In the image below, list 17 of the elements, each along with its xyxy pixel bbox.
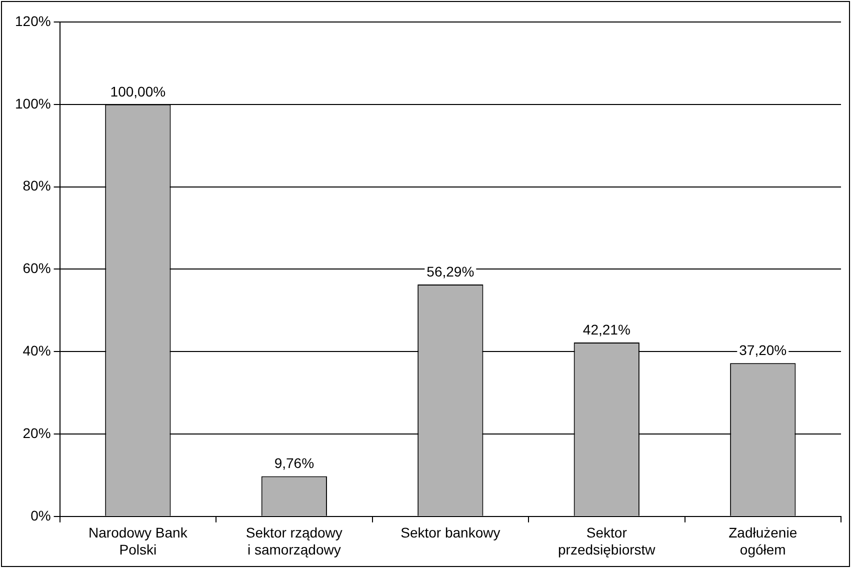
x-tick-label: Zadłużenie ogółem bbox=[728, 524, 798, 558]
x-tick-label: Narodowy Bank Polski bbox=[88, 524, 188, 558]
y-tick-label: 100% bbox=[14, 95, 51, 112]
y-tick-label: 0% bbox=[30, 507, 51, 524]
data-label: 42,21% bbox=[582, 321, 630, 338]
y-tick-label: 80% bbox=[22, 178, 51, 194]
y-tick-label: 20% bbox=[22, 424, 51, 441]
y-tick-label: 40% bbox=[22, 342, 51, 358]
data-label: 56,29% bbox=[426, 263, 474, 280]
y-tick-label: 120% bbox=[14, 12, 51, 29]
x-tick-label: Sektor bankowy bbox=[400, 524, 500, 541]
data-label: 37,20% bbox=[739, 342, 787, 358]
x-tick-label: Sektor przedsiębiorstw bbox=[558, 524, 656, 558]
y-tick-label: 60% bbox=[22, 260, 51, 276]
data-label: 9,76% bbox=[274, 455, 314, 472]
x-tick-label: Sektor rządowy i samorządowy bbox=[246, 524, 342, 558]
data-label: 100,00% bbox=[110, 83, 166, 100]
